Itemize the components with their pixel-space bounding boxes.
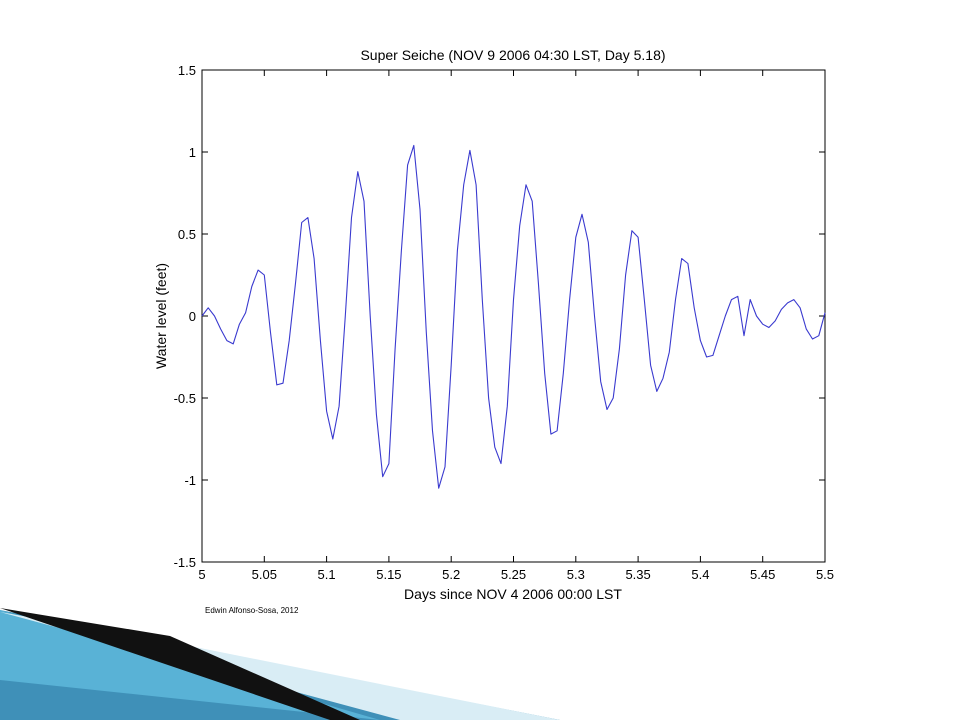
x-tick-label: 5.25 xyxy=(501,567,526,582)
y-tick-label: 0 xyxy=(189,309,196,324)
y-tick-label: 1.5 xyxy=(178,63,196,78)
x-tick-label: 5.15 xyxy=(376,567,401,582)
x-tick-label: 5.4 xyxy=(691,567,709,582)
slide-decoration xyxy=(0,608,560,720)
series-line xyxy=(201,144,826,489)
x-axis-label: Days since NOV 4 2006 00:00 LST xyxy=(404,586,622,602)
y-tick-label: -1.5 xyxy=(174,555,196,570)
credit-label: Edwin Alfonso-Sosa, 2012 xyxy=(205,606,299,615)
series-group xyxy=(201,144,826,489)
y-axis: 1.5 1 0.5 0 -0.5 -1 -1.5 xyxy=(174,63,825,570)
x-tick-label: 5.1 xyxy=(318,567,336,582)
x-axis: 5 5.05 5.1 5.15 5.2 5.25 5.3 5.35 5.4 5.45 5.5 xyxy=(198,70,834,582)
y-tick-label: 0.5 xyxy=(178,227,196,242)
chart-title: Super Seiche (NOV 9 2006 04:30 LST, Day … xyxy=(360,47,665,63)
x-tick-label: 5.05 xyxy=(252,567,277,582)
x-tick-label: 5.35 xyxy=(625,567,650,582)
y-tick-label: 1 xyxy=(189,145,196,160)
y-tick-label: -0.5 xyxy=(174,391,196,406)
x-tick-label: 5.45 xyxy=(750,567,775,582)
x-tick-label: 5.2 xyxy=(442,567,460,582)
x-tick-label: 5.3 xyxy=(567,567,585,582)
x-tick-label: 5 xyxy=(198,567,205,582)
y-tick-label: -1 xyxy=(184,473,196,488)
plot-area xyxy=(201,69,826,563)
y-axis-label: Water level (feet) xyxy=(153,263,169,369)
x-tick-label: 5.5 xyxy=(816,567,834,582)
